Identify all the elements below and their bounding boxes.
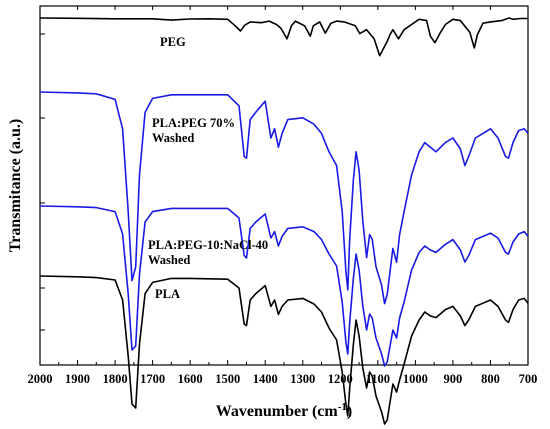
series-label-0-0: PEG xyxy=(160,35,186,49)
series-line-0 xyxy=(39,17,528,57)
x-tick-label-1700: 1700 xyxy=(140,372,165,386)
series-label-2-1: Washed xyxy=(148,253,190,267)
x-tick-label-1000: 1000 xyxy=(403,372,428,386)
series-layer xyxy=(39,17,529,425)
series-line-1 xyxy=(39,91,529,305)
x-tick-label-2000: 2000 xyxy=(28,372,53,386)
x-tick-label-700: 700 xyxy=(519,372,538,386)
x-axis-title: Wavenumber (cm-1) xyxy=(216,401,352,420)
x-ticks: 2000 1900 1800 1700 1600 1500 1400 1300 1200 1100… xyxy=(28,6,538,386)
x-tick-label-1100: 1100 xyxy=(366,372,390,386)
plot-frame xyxy=(39,5,529,366)
x-tick-label-1500: 1500 xyxy=(215,372,240,386)
x-tick-label-1900: 1900 xyxy=(65,372,90,386)
x-tick-label-1400: 1400 xyxy=(253,372,278,386)
x-tick-label-1200: 1200 xyxy=(328,372,353,386)
series-label-3-0: PLA xyxy=(155,287,180,301)
x-tick-label-800: 800 xyxy=(481,372,500,386)
x-tick-label-1600: 1600 xyxy=(178,372,203,386)
x-tick-label-900: 900 xyxy=(444,372,463,386)
series-label-1-0: PLA:PEG 70% xyxy=(152,116,235,130)
x-tick-label-1800: 1800 xyxy=(103,372,128,386)
x-tick-label-1300: 1300 xyxy=(290,372,315,386)
series-label-2-0: PLA:PEG-10:NaCl-40 xyxy=(148,238,268,252)
y-axis-title: Transmitance (a.u.) xyxy=(7,119,24,252)
plot-axes xyxy=(39,5,529,366)
series-line-2 xyxy=(39,205,529,367)
series-line-3 xyxy=(39,275,529,425)
series-label-1-1: Washed xyxy=(152,131,194,145)
